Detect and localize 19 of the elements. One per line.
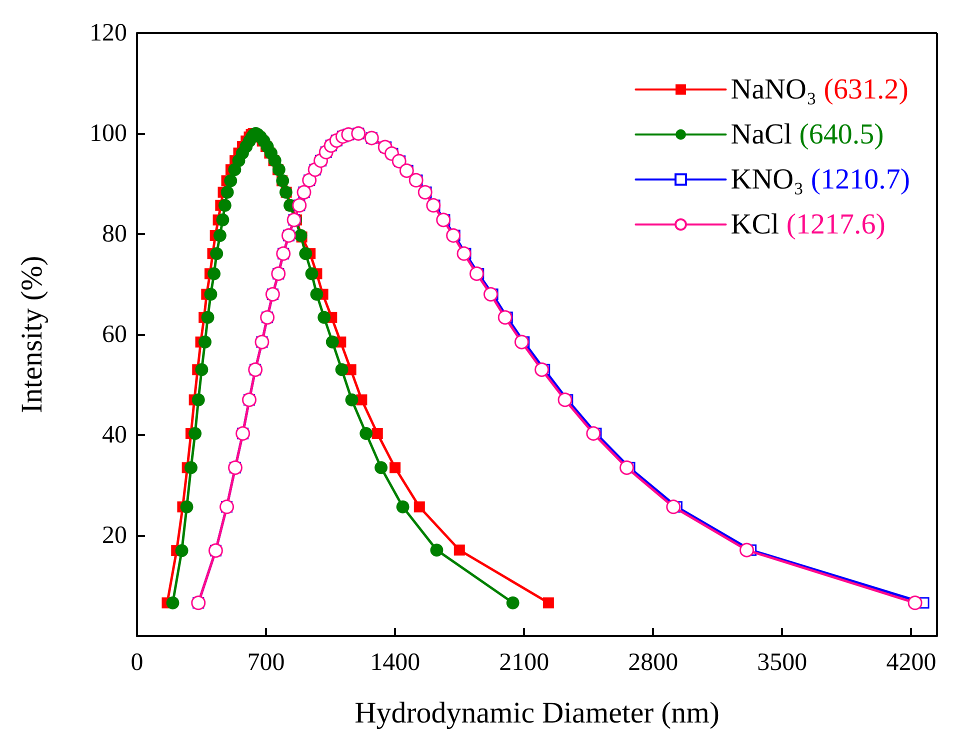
x-tick-label: 700 (247, 649, 285, 676)
y-tick-label: 40 (102, 422, 127, 448)
x-tick-label: 1400 (370, 649, 420, 676)
legend-label: KCl (1217.6) (730, 208, 886, 240)
y-tick-label: 20 (102, 522, 127, 549)
x-tick-label: 3500 (757, 649, 808, 676)
y-tick-label: 100 (90, 120, 127, 147)
y-tick-label: 120 (90, 20, 127, 46)
legend-label: NaCl (640.5) (730, 118, 884, 150)
y-axis-title: Intensity (%) (16, 256, 48, 414)
legend-label: NaNO₃ (631.2) (730, 74, 908, 106)
y-tick-label: 80 (102, 220, 127, 248)
x-tick-label: 4200 (886, 649, 936, 676)
x-tick-label: 2100 (499, 649, 550, 676)
y-tick-label: 60 (102, 321, 127, 348)
x-tick-label: 2800 (628, 649, 678, 676)
x-tick-label: 0 (130, 649, 144, 676)
x-axis-title: Hydrodynamic Diameter (nm) (354, 696, 720, 730)
legend-label: KNO₃ (1210.7) (730, 164, 910, 196)
